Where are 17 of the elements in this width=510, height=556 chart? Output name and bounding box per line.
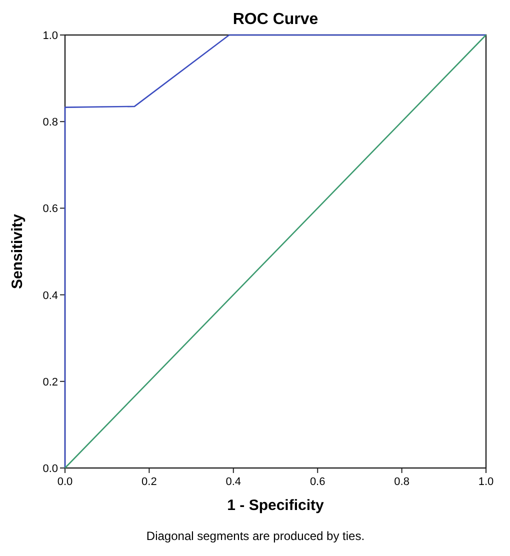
y-axis-title: Sensitivity: [9, 213, 26, 290]
y-tick-label: 0.4: [42, 290, 58, 302]
x-tick-label: 0.8: [394, 476, 410, 488]
x-tick-label: 0.0: [57, 476, 73, 488]
text: Diagonal segments are produced by ties.: [146, 529, 365, 543]
y-tick-label: 0.8: [42, 116, 58, 129]
x-tick-label: 1.0: [478, 476, 494, 488]
x-tick-label: 0.4: [226, 476, 242, 488]
x-axis-title: 1 - Specificity: [227, 497, 325, 514]
x-tick-label: 0.2: [142, 476, 157, 488]
chart-title: ROC Curve: [232, 11, 318, 28]
y-tick-label: 0.6: [42, 203, 58, 216]
y-tick-label: 1.0: [42, 30, 58, 42]
y-tick-label: 0.2: [42, 376, 58, 388]
line-series: [64, 34, 487, 469]
x-tick-label: 0.6: [310, 476, 326, 488]
y-tick-label: 0.0: [42, 463, 58, 475]
